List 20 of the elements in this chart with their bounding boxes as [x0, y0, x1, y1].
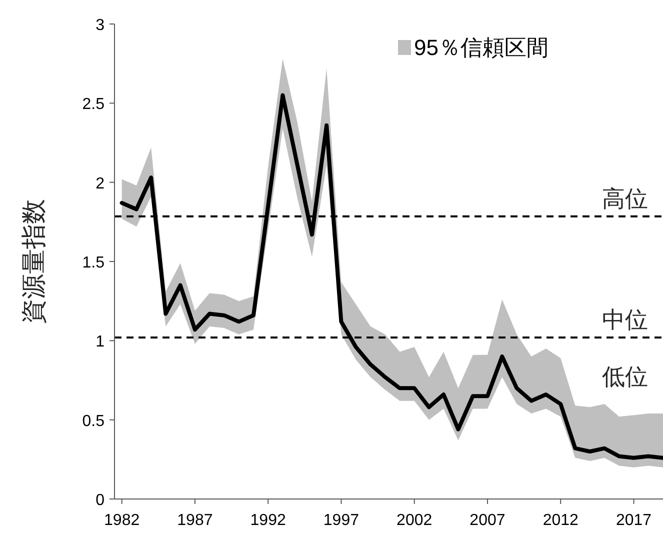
y-tick-label: 1.5 [82, 254, 105, 272]
x-tick-label: 1992 [250, 512, 286, 529]
y-axis-title: 資源量指数 [20, 199, 48, 324]
x-tick-label: 2007 [470, 512, 506, 529]
x-tick-label: 2002 [396, 512, 432, 529]
y-tick-label: 3 [96, 17, 105, 34]
annotation: 低位 [602, 364, 648, 390]
x-tick-label: 1987 [177, 512, 213, 529]
ref-line-label: 中位 [602, 306, 648, 332]
x-tick-label: 2017 [616, 512, 652, 529]
x-tick-label: 2012 [542, 512, 579, 529]
y-tick-label: 0.5 [82, 412, 105, 430]
y-tick-label: 2.5 [82, 96, 105, 114]
y-tick-label: 1 [96, 334, 105, 351]
annotation: 95％信頼区間 [414, 35, 548, 60]
ref-line-label: 高位 [602, 185, 648, 212]
y-tick-label: 2 [96, 175, 105, 192]
y-tick-label: 0 [96, 492, 105, 509]
x-tick-label: 1997 [323, 512, 360, 529]
x-tick-label: 1982 [104, 512, 140, 529]
